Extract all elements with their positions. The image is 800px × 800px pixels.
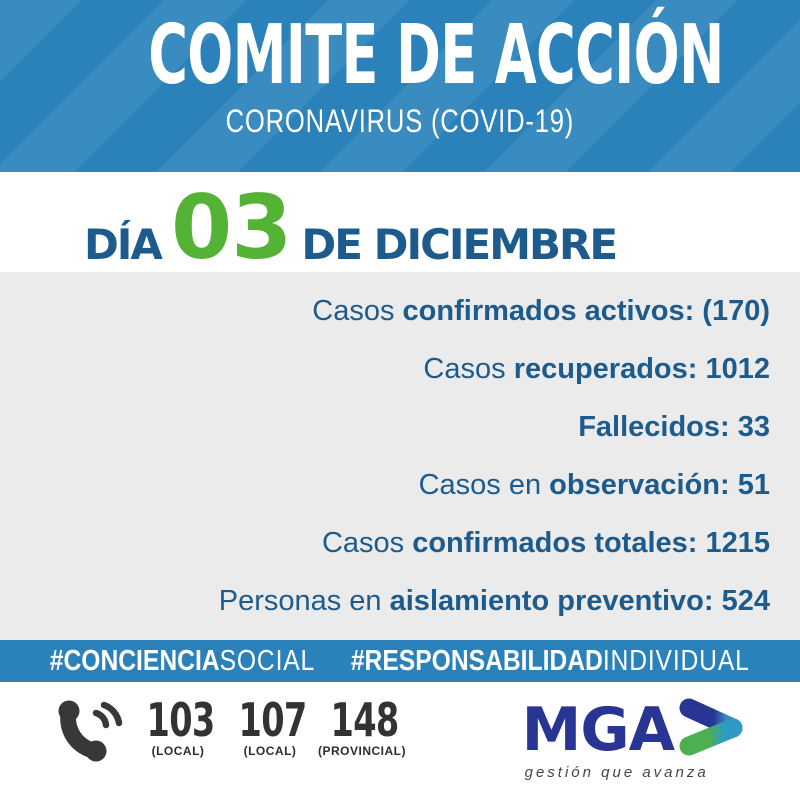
page-subtitle-text: CORONAVIRUS (COVID-19) [225, 103, 575, 139]
statistics-section: Casos confirmados activos: (170) Casos r… [0, 272, 800, 640]
phone-icon [56, 700, 126, 762]
date-prefix: DÍA [83, 220, 163, 270]
header-banner: COMITE DE ACCIÓN CORONAVIRUS (COVID-19) [0, 0, 800, 172]
stat-label: Casos [312, 295, 403, 327]
mga-logo-tagline: gestión que avanza [524, 764, 709, 781]
stat-row-recovered: Casos recuperados: 1012 [0, 340, 770, 398]
mga-logo-row: MGA [521, 695, 750, 765]
stat-row-preventive-isolation: Personas en aislamiento preventivo: 524 [0, 572, 770, 630]
phone-scope-label: (PROVINCIAL) [318, 744, 406, 758]
hashtag-bold-part: #RESPONSABILIDAD [351, 645, 604, 677]
stat-row-confirmed-total: Casos confirmados totales: 1215 [0, 514, 770, 572]
stat-label: Personas en [218, 585, 390, 617]
stat-row-confirmed-active: Casos confirmados activos: (170) [0, 282, 770, 340]
stat-value: observación: 51 [549, 469, 770, 501]
stat-row-deceased: Fallecidos: 33 [0, 398, 770, 456]
page-title: COMITE DE ACCIÓN [0, 10, 800, 102]
date-day-number: 03 [170, 176, 292, 280]
stat-label: Casos [321, 527, 413, 559]
phone-103: 103 (LOCAL) [134, 693, 222, 758]
phone-number: 103 [146, 693, 216, 747]
phone-scope-label: (LOCAL) [151, 744, 205, 758]
hashtag-light-part: INDIVIDUAL [603, 645, 750, 677]
phone-number: 107 [238, 693, 308, 747]
phone-number: 148 [330, 693, 400, 747]
stat-label: Casos [423, 353, 514, 385]
phone-107: 107 (LOCAL) [226, 693, 314, 758]
stat-value: confirmados activos: (170) [402, 295, 770, 327]
stat-row-observation: Casos en observación: 51 [0, 456, 770, 514]
hashtag-band-inner: #CONCIENCIASOCIAL #RESPONSABILIDADINDIVI… [50, 640, 750, 682]
chevron-right-icon [676, 698, 750, 760]
date-suffix: DE DICIEMBRE [301, 220, 618, 270]
hashtag-bold-part: #CONCIENCIA [50, 645, 220, 677]
stat-value: confirmados totales: 1215 [412, 527, 770, 559]
phone-148: 148 (PROVINCIAL) [318, 693, 406, 758]
phone-scope-label: (LOCAL) [243, 744, 297, 758]
stat-label: Casos en [418, 469, 550, 501]
date-row: DÍA 03 DE DICIEMBRE [0, 172, 800, 272]
mga-logo-text: MGA [521, 695, 675, 765]
hashtag-responsabilidad-individual: #RESPONSABILIDADINDIVIDUAL [351, 640, 750, 682]
hashtag-conciencia-social: #CONCIENCIASOCIAL [50, 640, 315, 682]
emergency-phones: 103 (LOCAL) 107 (LOCAL) 148 (PROVINCIAL) [56, 693, 406, 762]
page-title-text: COMITE DE ACCIÓN [148, 8, 724, 103]
stat-value: recuperados: 1012 [513, 353, 770, 385]
hashtag-light-part: SOCIAL [219, 645, 316, 677]
mga-logo: MGA [521, 695, 750, 781]
stat-value: aislamiento preventivo: 524 [389, 585, 770, 617]
footer: 103 (LOCAL) 107 (LOCAL) 148 (PROVINCIAL)… [0, 682, 800, 800]
hashtag-band: #CONCIENCIASOCIAL #RESPONSABILIDADINDIVI… [0, 640, 800, 682]
stat-value: Fallecidos: 33 [578, 411, 770, 443]
page-subtitle: CORONAVIRUS (COVID-19) [0, 102, 800, 138]
